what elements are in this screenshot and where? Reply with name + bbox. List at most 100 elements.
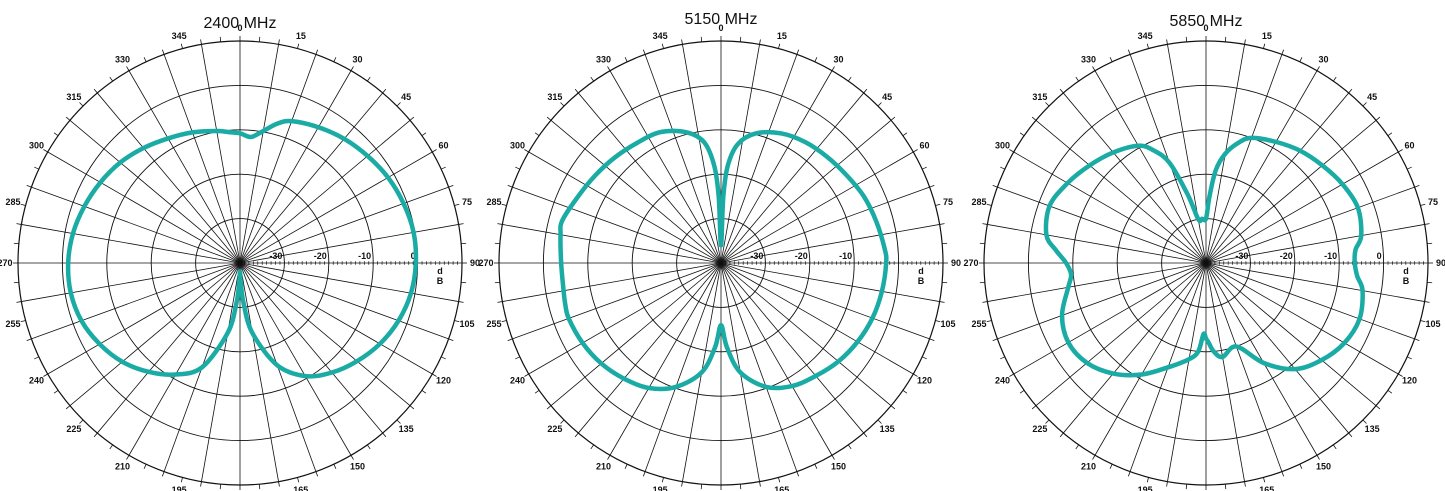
angle-tick xyxy=(26,184,32,188)
angle-tick xyxy=(126,66,130,71)
angle-tick xyxy=(574,88,579,94)
angle-tick xyxy=(1075,76,1079,82)
angle-label: 240 xyxy=(510,376,525,386)
angle-label: 90 xyxy=(1436,258,1445,268)
angle-tick xyxy=(1316,455,1320,460)
grid-spoke xyxy=(201,262,241,482)
radial-labels: -30 -20 -10 0 dB xyxy=(1235,251,1409,286)
angle-tick xyxy=(1059,88,1064,94)
angle-tick xyxy=(992,184,998,188)
angle-tick xyxy=(814,464,818,469)
angle-label: 135 xyxy=(880,424,895,434)
grid-spoke xyxy=(720,224,940,264)
angle-label: 300 xyxy=(995,141,1010,151)
angle-tick xyxy=(1375,405,1381,410)
angle-tick xyxy=(939,223,945,225)
angle-label: 90 xyxy=(951,258,961,268)
grid-spoke xyxy=(720,54,798,264)
angle-tick xyxy=(1109,57,1113,62)
angle-tick xyxy=(448,338,454,342)
angle-label: 120 xyxy=(917,376,932,386)
angle-tick xyxy=(421,132,427,136)
radial-label: -20 xyxy=(314,251,327,261)
grid-spoke xyxy=(1013,151,1207,264)
grid xyxy=(494,36,948,490)
angle-tick xyxy=(590,444,594,450)
grid-spoke xyxy=(502,262,722,302)
angle-label: 195 xyxy=(653,485,668,491)
grid-spoke xyxy=(21,224,241,264)
angle-label: 330 xyxy=(1081,54,1096,64)
grid-spoke xyxy=(128,70,241,264)
angle-tick xyxy=(1281,49,1285,55)
radial-label: -10 xyxy=(358,251,371,261)
grid-spoke xyxy=(644,54,722,264)
angle-tick xyxy=(65,116,71,121)
angle-label: 30 xyxy=(1318,54,1328,64)
angle-tick xyxy=(1387,132,1393,136)
polar-chart-5150: 5150 MHz01530456075901051201351501651801… xyxy=(478,11,961,491)
angle-tick xyxy=(1166,39,1168,45)
grid-spoke xyxy=(720,92,865,264)
grid-spoke xyxy=(1167,44,1207,264)
polar-chart-2400: 2400 MHz01530456075901051201351501651801… xyxy=(0,15,480,491)
grid-spoke xyxy=(47,262,241,375)
angle-tick xyxy=(681,39,683,45)
angle-tick xyxy=(458,223,464,225)
angle-tick xyxy=(877,419,882,424)
angle-tick xyxy=(1299,57,1303,62)
angle-tick xyxy=(507,184,513,188)
angle-label: 105 xyxy=(1425,319,1440,329)
grid-spoke xyxy=(720,186,930,264)
angle-tick xyxy=(333,464,337,469)
angle-tick xyxy=(986,203,992,206)
angle-tick xyxy=(396,102,401,107)
angle-tick xyxy=(1031,116,1037,121)
radial-label: 0 xyxy=(1377,251,1382,261)
angle-tick xyxy=(53,132,59,136)
angle-tick xyxy=(1424,301,1430,303)
grid xyxy=(979,36,1433,490)
angle-tick xyxy=(1407,356,1412,360)
angle-tick xyxy=(1333,444,1337,450)
angle-tick xyxy=(448,184,454,188)
angle-tick xyxy=(1407,166,1412,170)
angle-tick xyxy=(863,88,868,94)
angle-tick xyxy=(16,223,22,225)
angle-tick xyxy=(1414,184,1420,188)
chart-title: 5150 MHz xyxy=(685,11,758,28)
radial-label: -10 xyxy=(1324,251,1337,261)
angle-label: 330 xyxy=(596,54,611,64)
radial-unit: B xyxy=(918,276,925,286)
angle-label: 195 xyxy=(172,485,187,491)
angle-tick xyxy=(1000,356,1005,360)
angle-tick xyxy=(20,320,26,323)
grid-spoke xyxy=(239,151,433,264)
grid-spoke xyxy=(1205,70,1318,264)
grid-spoke xyxy=(1094,70,1207,264)
grid-spoke xyxy=(239,44,279,264)
angle-tick xyxy=(1424,223,1430,225)
angle-label: 270 xyxy=(478,258,493,268)
grid-spoke xyxy=(163,54,241,264)
angle-tick xyxy=(913,149,918,153)
angle-tick xyxy=(1031,405,1037,410)
angle-tick xyxy=(796,471,800,477)
angle-label: 210 xyxy=(596,462,611,472)
grid-spoke xyxy=(1205,262,1399,375)
angle-tick xyxy=(65,405,71,410)
angle-tick xyxy=(1263,43,1266,49)
angle-tick xyxy=(574,432,579,438)
grid-spoke xyxy=(128,262,241,456)
angle-tick xyxy=(350,455,354,460)
grid-spoke xyxy=(502,224,722,264)
angle-label: 225 xyxy=(1032,424,1047,434)
grid-spoke xyxy=(644,262,722,472)
pattern-series-line xyxy=(558,128,889,392)
angle-tick xyxy=(661,477,664,483)
grid-spoke xyxy=(21,262,241,302)
grid-spoke xyxy=(987,262,1207,302)
angle-tick xyxy=(497,223,503,225)
radial-label: -30 xyxy=(750,251,763,261)
angle-label: 210 xyxy=(1081,462,1096,472)
